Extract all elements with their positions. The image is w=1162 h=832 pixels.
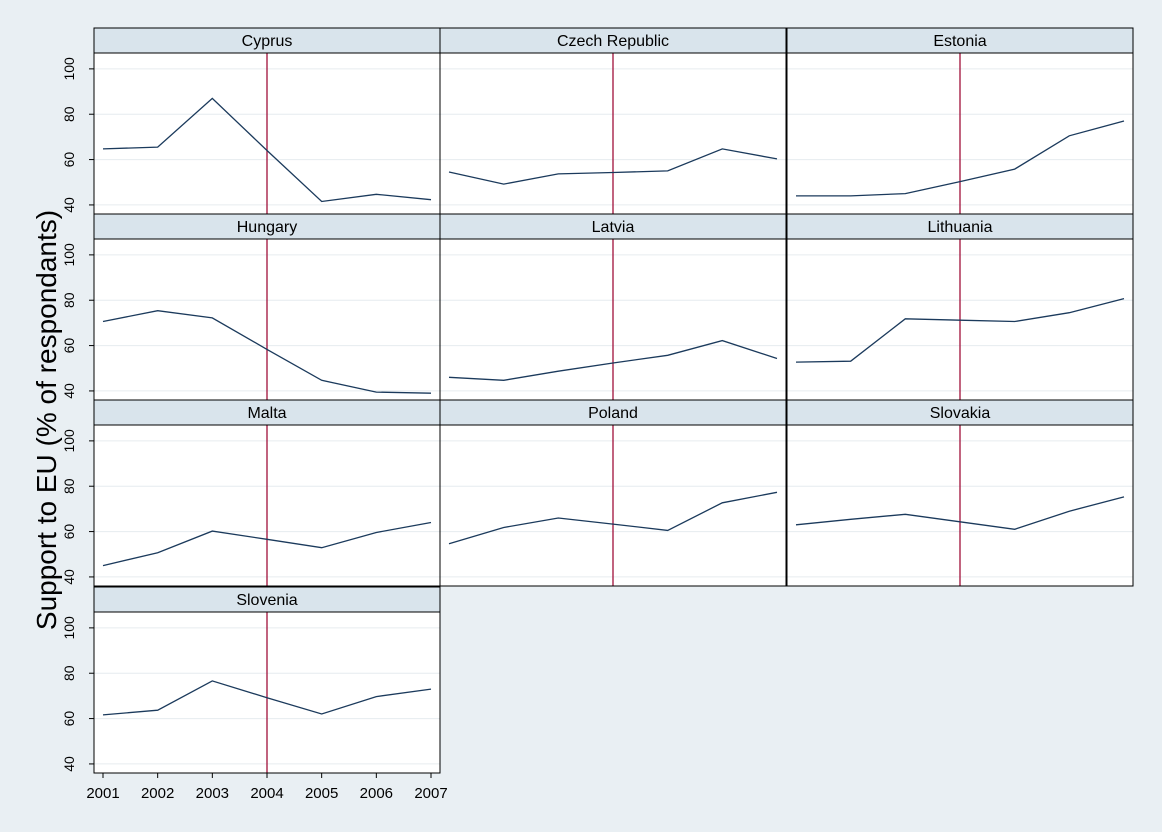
y-tick-label: 80 bbox=[61, 478, 77, 494]
x-tick-label: 2002 bbox=[141, 785, 174, 802]
x-tick-label: 2001 bbox=[86, 785, 119, 802]
panel-cyprus: Cyprus bbox=[93, 27, 441, 215]
panel-slovenia: Slovenia bbox=[93, 586, 441, 774]
y-tick-label: 100 bbox=[61, 616, 77, 640]
y-tick-label: 100 bbox=[61, 243, 77, 267]
x-tick-label: 2003 bbox=[196, 785, 229, 802]
panel-title: Malta bbox=[247, 405, 286, 422]
series-line-hungary bbox=[102, 310, 432, 394]
x-tick-label: 2006 bbox=[360, 785, 393, 802]
panel-latvia: Latvia bbox=[439, 213, 787, 401]
y-tick-label: 100 bbox=[61, 57, 77, 81]
panels: Cyprus Czech Republic Estonia Hungary Latvia… bbox=[93, 27, 1134, 774]
y-tick-label: 80 bbox=[61, 292, 77, 308]
y-tick-label: 60 bbox=[61, 152, 77, 168]
panel-title: Slovakia bbox=[930, 405, 991, 422]
y-tick-label: 40 bbox=[61, 569, 77, 585]
series-line-lithuania bbox=[795, 297, 1125, 363]
panel-estonia: Estonia bbox=[786, 27, 1134, 215]
y-tick-label: 80 bbox=[61, 106, 77, 122]
panel-strip bbox=[93, 586, 441, 613]
x-tick-label: 2005 bbox=[305, 785, 338, 802]
panel-slovakia: Slovakia bbox=[786, 399, 1134, 587]
series-line-slovakia bbox=[795, 496, 1125, 530]
y-axis-title: Support to EU (% of respondants) bbox=[31, 210, 62, 630]
y-tick-label: 40 bbox=[61, 383, 77, 399]
panel-title: Lithuania bbox=[928, 219, 993, 236]
series-line-slovenia bbox=[102, 680, 432, 716]
panel-hungary: Hungary bbox=[93, 213, 441, 401]
panel-strip bbox=[93, 27, 441, 54]
y-tick-label: 80 bbox=[61, 665, 77, 681]
panel-frame bbox=[439, 424, 787, 587]
x-tick-label: 2004 bbox=[250, 785, 283, 802]
y-tick-label: 60 bbox=[61, 711, 77, 727]
panel-strip bbox=[439, 27, 787, 54]
panel-frame bbox=[786, 424, 1134, 587]
y-tick-label: 100 bbox=[61, 429, 77, 453]
panel-title: Latvia bbox=[592, 219, 635, 236]
panel-title: Cyprus bbox=[242, 33, 293, 50]
series-line-cyprus bbox=[102, 97, 432, 203]
panel-lithuania: Lithuania bbox=[786, 213, 1134, 401]
panel-title: Hungary bbox=[237, 219, 297, 236]
panel-czech-republic: Czech Republic bbox=[439, 27, 787, 215]
axes: 40 60 80 100 40 60 80 100 40 60 80 100 40 60 80 100 2001… bbox=[61, 57, 448, 802]
series-line-latvia bbox=[448, 339, 778, 381]
x-tick-label: 2007 bbox=[414, 785, 447, 802]
panel-title: Estonia bbox=[933, 33, 986, 50]
panel-poland: Poland bbox=[439, 399, 787, 587]
series-line-czech-republic bbox=[448, 148, 778, 185]
series-line-malta bbox=[102, 521, 432, 567]
series-line-estonia bbox=[796, 120, 1125, 197]
panel-strip bbox=[786, 27, 1134, 54]
panel-malta: Malta bbox=[93, 399, 441, 587]
y-tick-label: 60 bbox=[61, 338, 77, 354]
y-tick-label: 60 bbox=[61, 524, 77, 540]
series-line-poland bbox=[448, 491, 778, 545]
panel-title: Poland bbox=[588, 405, 638, 422]
panel-strip bbox=[786, 213, 1134, 240]
panel-strip bbox=[439, 399, 787, 426]
y-tick-label: 40 bbox=[61, 197, 77, 213]
panel-title: Slovenia bbox=[236, 592, 297, 609]
y-tick-label: 40 bbox=[61, 756, 77, 772]
panel-title: Czech Republic bbox=[557, 33, 669, 50]
